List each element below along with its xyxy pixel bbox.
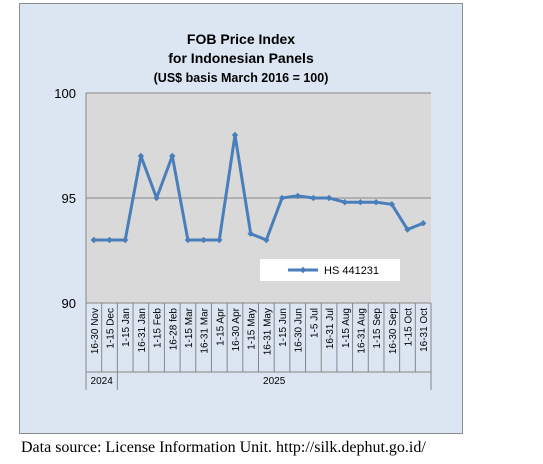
data-point — [372, 199, 380, 206]
data-point — [90, 236, 98, 244]
data-point — [419, 220, 427, 227]
chart-title: FOB Price Index for Indonesian Panels (US$… — [154, 31, 329, 85]
data-point — [200, 236, 207, 244]
data-point — [184, 236, 192, 244]
data-point — [247, 230, 254, 237]
x-tick-label: 16-31 Jan — [137, 308, 148, 352]
y-tick-label: 100 — [54, 86, 76, 101]
series-line — [93, 133, 424, 242]
x-tick-label: 1-15 Jan — [121, 308, 132, 347]
x-tick-label: 1-15 Sep — [372, 308, 383, 349]
data-point — [388, 201, 395, 208]
x-tick-label: 16-31 Mar — [200, 307, 211, 353]
chart-title-line: FOB Price Index — [187, 31, 295, 47]
x-tick-label: 1-15 Apr — [215, 307, 226, 345]
data-point — [310, 194, 317, 202]
data-point — [357, 199, 364, 206]
x-group-label: 2025 — [263, 376, 286, 387]
legend-box — [260, 259, 400, 281]
x-tick-label: 16-31 May — [262, 308, 273, 355]
y-axis: 90 95 100 — [54, 86, 87, 311]
data-point — [169, 152, 176, 160]
legend-label: HS 441231 — [324, 265, 379, 277]
data-point — [278, 194, 286, 202]
data-point — [263, 236, 270, 244]
data-point — [137, 152, 145, 160]
data-point — [341, 199, 348, 206]
legend: HS 441231 — [260, 259, 400, 281]
x-group-label: 2024 — [91, 376, 114, 387]
x-tick-label: 1-15 Aug — [341, 308, 352, 348]
data-point — [294, 192, 301, 200]
x-tick-label: 1-5 Jul — [309, 308, 320, 338]
legend-marker — [299, 266, 307, 274]
source-note: Data source: License Information Unit. h… — [21, 439, 426, 456]
x-tick-label: 1-15 May — [247, 308, 258, 350]
x-tick-label: 16-30 Jun — [294, 308, 305, 352]
data-point — [122, 236, 129, 244]
data-point — [106, 236, 113, 244]
x-tick-label: 1-15 Mar — [184, 307, 195, 348]
x-tick-label: 16-31 Aug — [356, 308, 367, 354]
chart-title-line: (US$ basis March 2016 = 100) — [154, 71, 329, 85]
x-tick-label: 1-15 Jun — [278, 308, 289, 347]
x-tick-label: 1-15 Oct — [403, 308, 414, 347]
data-point — [404, 226, 411, 233]
x-tick-label: 16-31 Jul — [325, 308, 336, 349]
y-tick-label: 90 — [62, 296, 76, 311]
x-tick-label: 16-30 Apr — [231, 307, 242, 351]
series-layer — [90, 131, 427, 244]
chart-title-line: for Indonesian Panels — [168, 50, 314, 66]
x-tick-label: 16-30 Sep — [388, 308, 399, 355]
x-tick-label: 16-28 feb — [168, 308, 179, 351]
x-tick-label: 16-30 Nov — [90, 308, 101, 354]
x-tick-label: 1-15 Feb — [153, 308, 164, 348]
x-tick-label: 1-15 Dec — [106, 308, 117, 349]
x-tick-label: 16-31 Oct — [419, 308, 430, 352]
data-point — [216, 236, 223, 244]
y-tick-label: 95 — [62, 191, 76, 206]
data-point — [153, 194, 160, 202]
data-point — [325, 194, 333, 202]
data-point — [231, 131, 239, 139]
x-axis: 16-30 Nov 1-15 Dec 1-15 Jan 16-31 Jan 1-15 F… — [85, 303, 432, 390]
